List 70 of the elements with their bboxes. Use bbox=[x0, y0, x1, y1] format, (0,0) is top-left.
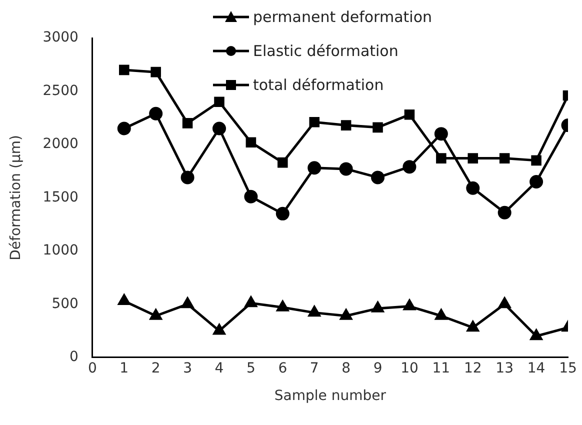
point bbox=[118, 64, 130, 76]
x-tick-label: 10 bbox=[400, 360, 418, 376]
point bbox=[309, 116, 320, 128]
x-tick-label: 15 bbox=[559, 360, 577, 376]
x-tick-label: 13 bbox=[496, 360, 514, 376]
legend-label: Elastic déformation bbox=[253, 42, 398, 60]
point bbox=[372, 302, 384, 312]
point bbox=[371, 170, 385, 184]
point bbox=[182, 297, 194, 308]
point bbox=[213, 324, 226, 335]
point bbox=[340, 120, 352, 130]
point bbox=[404, 110, 415, 120]
point bbox=[403, 300, 416, 310]
x-tick-label: 14 bbox=[527, 360, 546, 376]
point bbox=[117, 122, 131, 136]
x-tick-label: 5 bbox=[246, 360, 256, 376]
x-tick-label: 7 bbox=[310, 360, 319, 376]
point bbox=[180, 170, 194, 184]
point bbox=[435, 309, 448, 320]
x-tick-label: 3 bbox=[183, 360, 192, 376]
x-tick-label: 4 bbox=[214, 360, 224, 376]
y-tick-label: 2500 bbox=[42, 82, 78, 99]
legend-label: total déformation bbox=[253, 76, 384, 94]
y-tick-label: 1000 bbox=[42, 242, 78, 259]
point bbox=[149, 106, 163, 120]
x-tick-label: 9 bbox=[373, 360, 382, 376]
point bbox=[372, 122, 383, 133]
y-tick-label: 2000 bbox=[42, 136, 78, 152]
point bbox=[530, 329, 542, 340]
y-axis-title: Déformation (µm) bbox=[8, 135, 24, 260]
x-tick-label: 2 bbox=[151, 360, 160, 376]
x-tick-label: 8 bbox=[342, 360, 351, 376]
point bbox=[434, 127, 448, 141]
point bbox=[308, 306, 320, 317]
point bbox=[276, 300, 289, 312]
x-axis-title: Sample number bbox=[274, 388, 386, 404]
point bbox=[468, 153, 478, 164]
point bbox=[150, 66, 161, 78]
point bbox=[466, 181, 480, 195]
y-tick-label: 0 bbox=[70, 349, 78, 366]
point bbox=[308, 161, 322, 175]
point bbox=[244, 190, 258, 204]
y-tick-label: 1500 bbox=[42, 189, 78, 206]
point bbox=[498, 206, 512, 220]
legend-label: permanent deformation bbox=[253, 8, 432, 26]
x-tick-label: 11 bbox=[432, 360, 450, 376]
point bbox=[182, 118, 193, 128]
x-tick-label: 12 bbox=[464, 360, 482, 376]
x-tick-label: 6 bbox=[278, 360, 288, 376]
x-tick-label: 1 bbox=[120, 360, 129, 376]
y-tick-label: 3000 bbox=[42, 30, 78, 46]
point bbox=[531, 155, 542, 166]
point bbox=[246, 137, 256, 148]
point bbox=[402, 160, 416, 174]
point bbox=[214, 96, 224, 108]
point bbox=[340, 309, 352, 320]
point bbox=[499, 153, 510, 164]
point bbox=[436, 153, 446, 164]
x-tick-label: 0 bbox=[88, 360, 97, 376]
point bbox=[466, 320, 479, 332]
point bbox=[150, 309, 162, 320]
point bbox=[498, 297, 511, 308]
point bbox=[339, 162, 353, 176]
point bbox=[118, 294, 130, 305]
point bbox=[212, 122, 226, 136]
y-tick-label: 500 bbox=[52, 296, 78, 312]
point bbox=[278, 157, 288, 168]
point bbox=[530, 174, 544, 188]
point bbox=[276, 206, 290, 220]
point bbox=[244, 296, 257, 308]
